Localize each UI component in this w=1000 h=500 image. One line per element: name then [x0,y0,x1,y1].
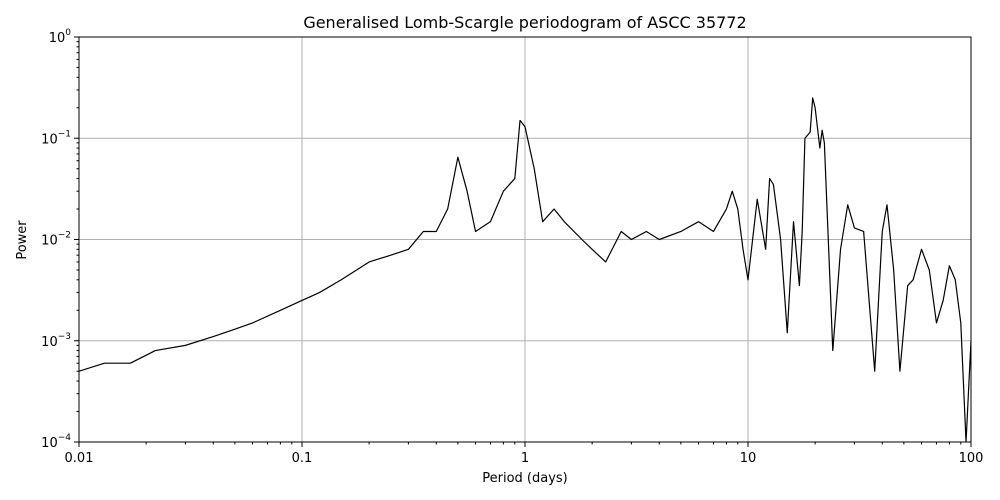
y-axis: 10−4 10−3 10−2 10−1 100 [41,28,79,451]
x-tick-label: 10 [740,451,757,466]
y-tick-label: 10−2 [41,231,71,249]
y-tick-label: 10−4 [41,433,71,451]
x-tick-label: 0.01 [65,451,94,466]
y-tick-label: 10−1 [41,129,71,147]
x-tick-label: 1 [521,451,529,466]
y-axis-label: Power [15,220,30,260]
series-layer [79,97,971,442]
y-tick-label: 10−3 [41,332,71,350]
x-tick-label: 0.1 [292,451,313,466]
grid-lines [78,36,972,443]
y-tick-label: 100 [49,28,72,46]
chart-title: Generalised Lomb-Scargle periodogram of … [303,13,746,32]
x-axis-label: Period (days) [482,471,568,486]
x-tick-label: 100 [959,451,984,466]
x-axis: 0.01 0.1 1 10 100 [65,442,984,466]
series-line [79,97,971,442]
